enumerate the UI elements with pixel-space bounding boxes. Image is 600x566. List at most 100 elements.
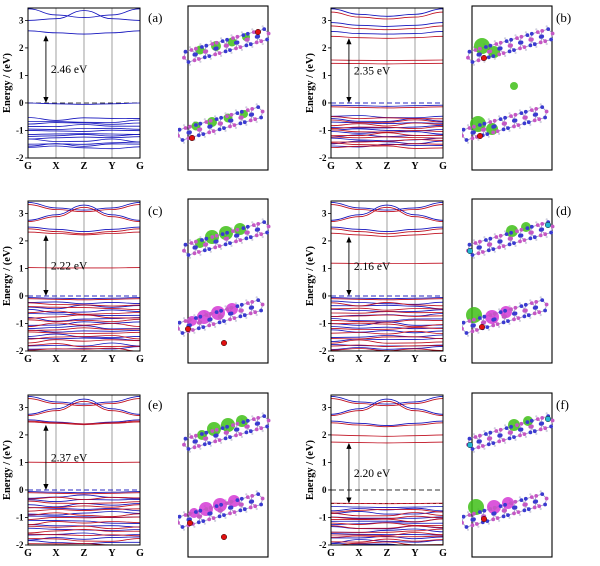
- band-line: [28, 228, 140, 235]
- red-atom: [479, 323, 486, 330]
- atom: [478, 316, 482, 320]
- atom: [186, 130, 191, 135]
- atom: [244, 424, 249, 429]
- atom: [488, 313, 493, 317]
- atom: [183, 513, 188, 517]
- atom: [262, 414, 267, 418]
- atom: [194, 510, 198, 514]
- atom: [519, 421, 524, 426]
- hydrogen-atom: [261, 429, 264, 433]
- band-line: [28, 117, 140, 121]
- panel-label-a: (a): [148, 10, 163, 25]
- atom: [497, 433, 502, 438]
- atom: [519, 34, 524, 39]
- hydrogen-atom: [518, 302, 521, 305]
- band-line: [331, 330, 443, 335]
- atom: [223, 436, 228, 441]
- atom: [476, 245, 481, 250]
- atom: [519, 498, 524, 502]
- hydrogen-atom: [209, 57, 212, 60]
- hydrogen-atom: [498, 325, 501, 328]
- y-tick-label: -1: [319, 318, 327, 328]
- hydrogen-atom: [487, 522, 490, 525]
- k-point-label: Y: [411, 548, 419, 559]
- band-line: [28, 129, 140, 132]
- band-line: [28, 508, 140, 512]
- atom: [534, 107, 539, 111]
- hydrogen-atom: [483, 236, 486, 239]
- band-line: [331, 132, 443, 137]
- atom: [254, 427, 259, 432]
- k-point-label: G: [24, 354, 32, 365]
- band-line: [28, 512, 140, 518]
- isosurface-blob-green: [466, 307, 482, 323]
- atom: [491, 130, 496, 135]
- atom: [484, 45, 488, 49]
- atom: [528, 43, 533, 48]
- atom: [491, 441, 496, 445]
- y-axis-label: Energy / (eV): [305, 52, 316, 113]
- band-line: [331, 301, 443, 307]
- atom: [207, 124, 212, 129]
- atom: [211, 322, 216, 326]
- hydrogen-atom: [261, 42, 264, 46]
- atom: [470, 523, 475, 528]
- atom: [538, 40, 543, 45]
- band-line: [331, 232, 443, 237]
- k-point-label: G: [136, 354, 144, 365]
- y-tick-label: -1: [319, 512, 327, 522]
- atom: [498, 427, 503, 432]
- band-line: [331, 508, 443, 513]
- atom: [254, 228, 259, 232]
- band-line: [331, 515, 443, 520]
- atom: [189, 435, 194, 439]
- atom: [491, 323, 496, 328]
- hydrogen-atom: [224, 305, 227, 308]
- hydrogen-atom: [203, 135, 206, 138]
- atom: [196, 320, 201, 325]
- red-atom: [481, 55, 488, 62]
- atom: [214, 40, 219, 45]
- atom: [495, 516, 500, 520]
- atom: [260, 302, 265, 307]
- atom: [191, 328, 195, 332]
- atom: [214, 504, 219, 508]
- band-line: [331, 204, 443, 213]
- atom: [522, 115, 527, 120]
- hydrogen-atom: [483, 253, 486, 256]
- band-line: [28, 347, 140, 351]
- atom: [182, 442, 186, 447]
- atom: [464, 138, 469, 142]
- isosurface-blob-magenta: [228, 495, 240, 507]
- band-line: [331, 206, 443, 223]
- hydrogen-atom: [514, 438, 517, 441]
- atom: [214, 310, 219, 314]
- band-gap-value: 2.22 eV: [51, 260, 88, 272]
- hydrogen-atom: [472, 433, 476, 436]
- atom: [217, 438, 222, 442]
- atom: [534, 494, 539, 498]
- atom: [538, 35, 543, 39]
- atom: [519, 304, 524, 308]
- atom: [229, 305, 234, 310]
- hydrogen-atom: [214, 325, 217, 328]
- k-point-label: G: [136, 161, 144, 172]
- atom: [494, 235, 499, 239]
- atom: [485, 325, 490, 329]
- atom: [217, 121, 222, 126]
- hydrogen-atom: [251, 28, 254, 31]
- hydrogen-atom: [535, 221, 538, 224]
- hydrogen-atom: [251, 221, 254, 224]
- k-point-label: Y: [108, 161, 116, 172]
- band-line: [331, 516, 443, 519]
- atom: [197, 444, 201, 448]
- atom: [476, 251, 481, 256]
- atom: [245, 301, 250, 305]
- atom: [478, 239, 482, 244]
- hydrogen-atom: [214, 132, 217, 135]
- hydrogen-atom: [188, 63, 192, 66]
- atom: [260, 496, 265, 501]
- band-line: [28, 141, 140, 145]
- hydrogen-atom: [466, 124, 470, 127]
